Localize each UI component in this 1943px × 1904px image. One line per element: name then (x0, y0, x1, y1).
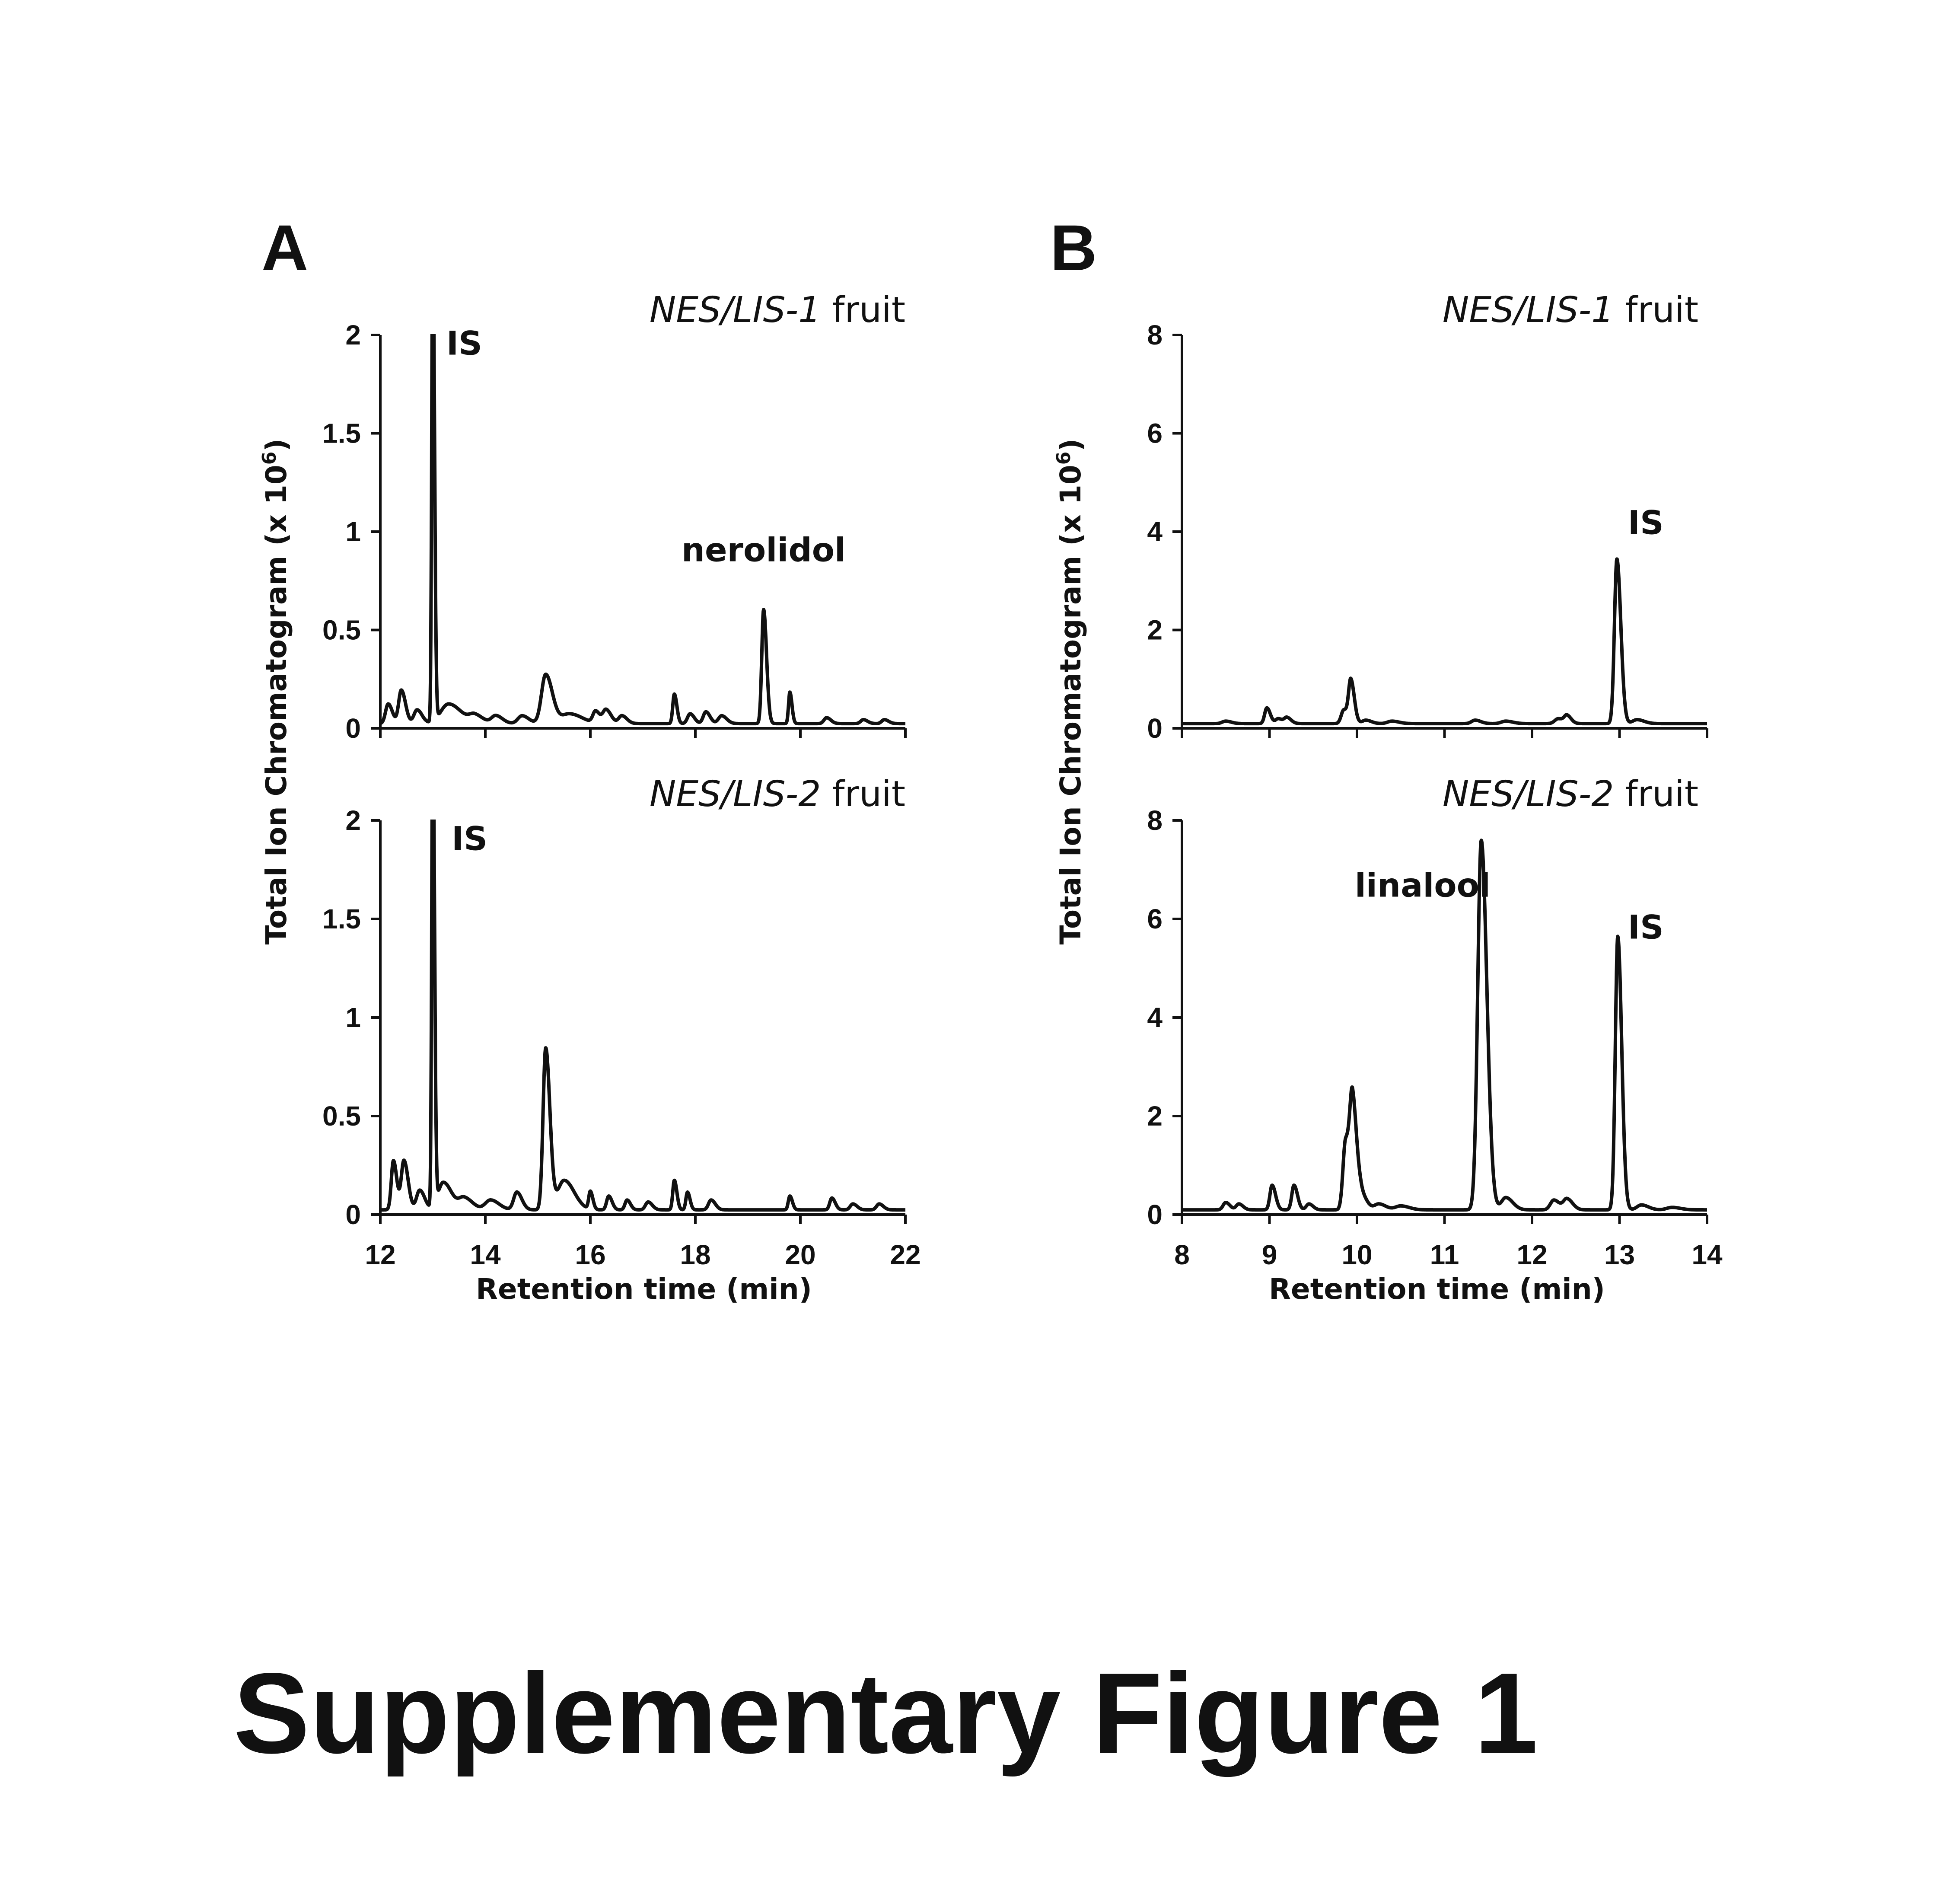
y-tick-label: 4 (1147, 516, 1163, 547)
panel-a1-chart: 0 0.5 1 1.5 2 IS nerolidol (322, 319, 907, 744)
y-tick-label: 2 (1147, 1100, 1163, 1132)
y-tick-label: 0 (345, 1199, 361, 1230)
panel-b1-title: NES/LIS-1 fruit (1443, 290, 1698, 331)
y-tick-label: 6 (1147, 903, 1163, 934)
x-tick-label: 12 (1516, 1239, 1547, 1270)
y-tick-label: 1.5 (322, 903, 361, 934)
x-tick-label: 8 (1174, 1239, 1190, 1270)
x-tick-label: 10 (1341, 1239, 1372, 1270)
chromatogram-trace (380, 820, 905, 1212)
peak-annotation: IS (1628, 908, 1664, 947)
x-tick-label: 14 (1691, 1239, 1723, 1270)
x-tick-label: 14 (470, 1239, 501, 1270)
peak-annotation: IS (446, 324, 482, 363)
x-tick-label: 9 (1262, 1239, 1277, 1270)
y-axis-label-b: Total Ion Chromatogram (x 106) (1053, 438, 1087, 944)
panel-a1-title: NES/LIS-1 fruit (650, 290, 905, 331)
y-tick-label: 1 (345, 1002, 361, 1033)
panel-label-a: A (261, 211, 308, 284)
x-tick-label: 16 (575, 1239, 605, 1270)
x-tick-label: 12 (365, 1239, 395, 1270)
chromatogram-trace (1182, 557, 1707, 726)
y-tick-label: 2 (1147, 615, 1163, 646)
y-tick-label: 1.5 (322, 418, 361, 449)
x-axis-label-b: Retention time (min) (1269, 1273, 1605, 1306)
y-tick-label: 2 (345, 805, 361, 836)
panel-a2-chart: 0 0.5 1 1.5 2 12 14 16 18 20 22 IS (322, 805, 921, 1270)
y-axis-label-a: Total Ion Chromatogram (x 106) (258, 438, 293, 944)
figure-title: Supplementary Figure 1 (233, 1649, 1538, 1778)
y-tick-label: 0 (345, 713, 361, 744)
panel-a2-title: NES/LIS-2 fruit (650, 774, 905, 815)
y-tick-label: 1 (345, 516, 361, 547)
y-tick-label: 0 (1147, 1199, 1163, 1230)
y-tick-label: 2 (345, 319, 361, 351)
x-tick-label: 18 (680, 1239, 710, 1270)
chromatogram-trace (1182, 839, 1707, 1212)
y-tick-label: 4 (1147, 1002, 1163, 1033)
peak-annotation: linalool (1355, 866, 1491, 905)
y-tick-label: 0.5 (322, 615, 361, 646)
y-tick-label: 8 (1147, 805, 1163, 836)
panel-label-b: B (1050, 211, 1097, 284)
x-axis-label-a: Retention time (min) (476, 1273, 812, 1306)
y-tick-label: 6 (1147, 418, 1163, 449)
panel-b2-chart: 0 2 4 6 8 8 9 10 11 12 13 14 linalool IS (1147, 805, 1723, 1270)
peak-annotation: IS (452, 819, 487, 858)
peak-annotation: IS (1628, 504, 1664, 542)
peak-annotation: nerolidol (682, 530, 846, 569)
y-tick-label: 0.5 (322, 1100, 361, 1132)
x-tick-label: 11 (1430, 1239, 1459, 1270)
y-tick-label: 0 (1147, 713, 1163, 744)
panel-b2-title: NES/LIS-2 fruit (1443, 774, 1698, 815)
panel-b1-chart: 0 2 4 6 8 IS (1147, 319, 1708, 744)
x-tick-label: 20 (785, 1239, 815, 1270)
x-tick-label: 13 (1604, 1239, 1635, 1270)
chromatogram-trace (380, 334, 905, 726)
x-tick-label: 22 (890, 1239, 921, 1270)
y-tick-label: 8 (1147, 319, 1163, 351)
